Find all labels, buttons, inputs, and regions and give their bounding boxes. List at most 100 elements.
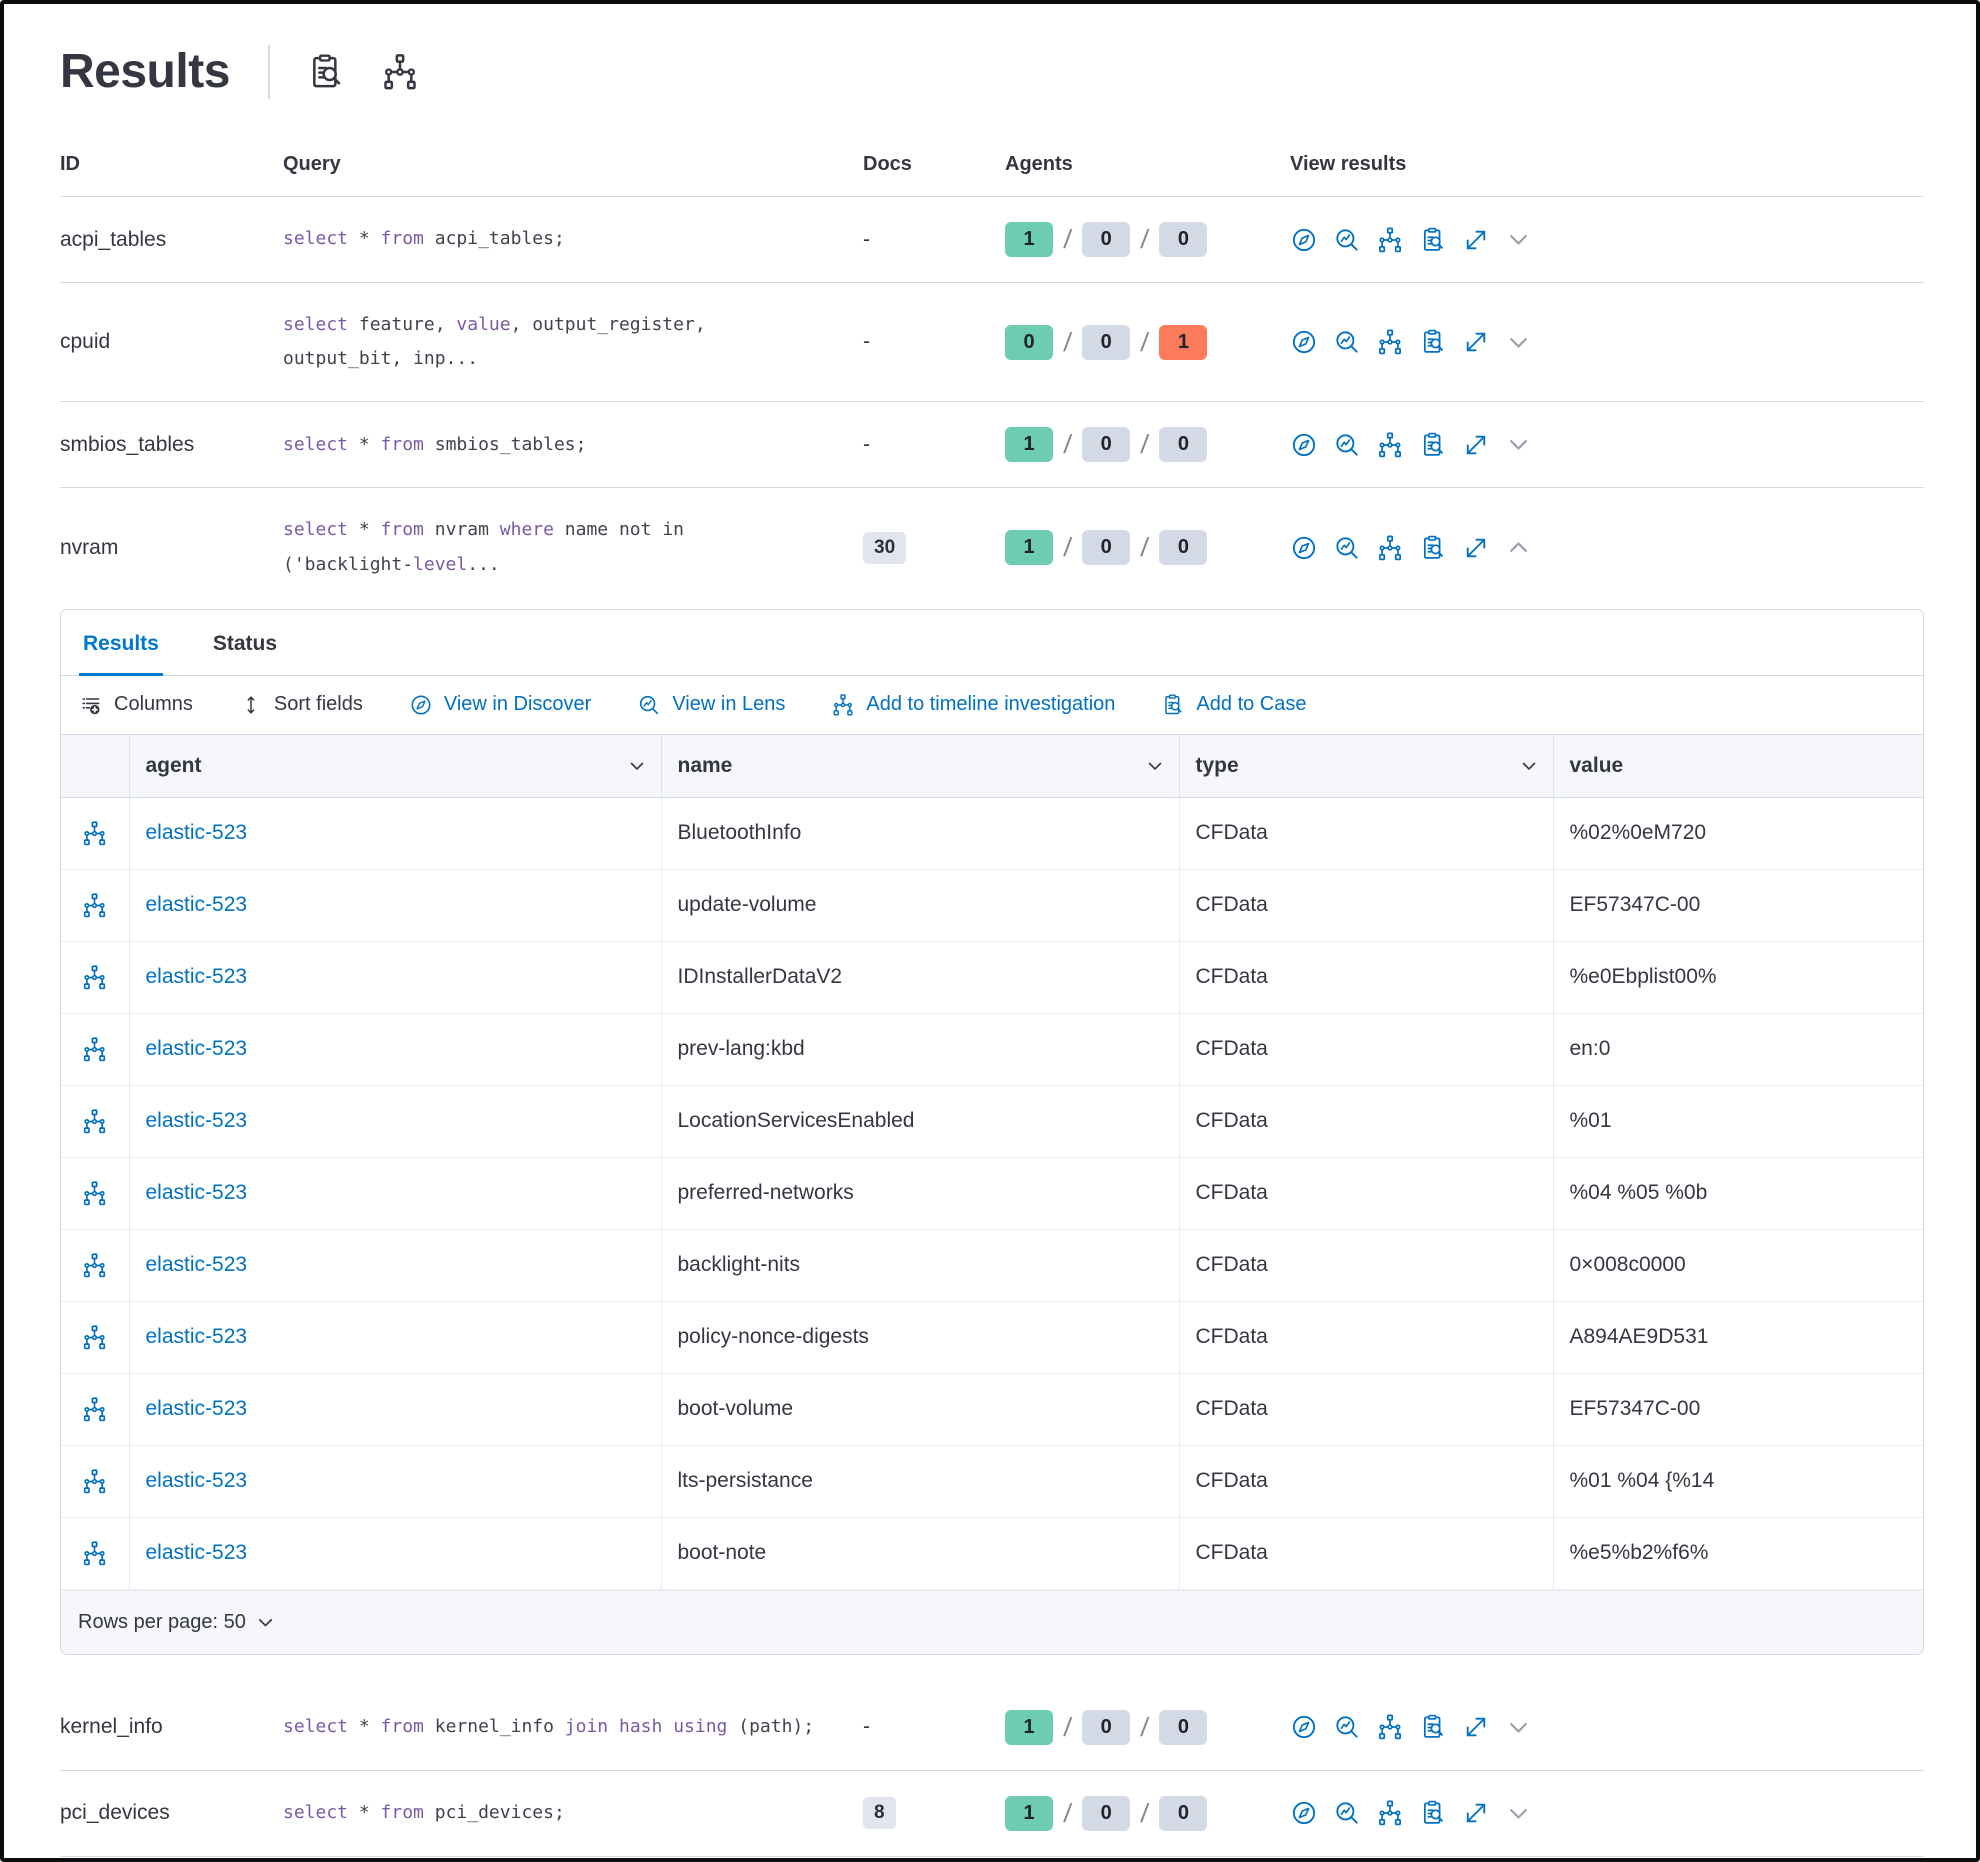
view-results-actions	[1290, 1713, 1924, 1741]
row-expand-chevron-down-icon[interactable]	[1505, 329, 1532, 356]
add-row-to-timeline-icon[interactable]	[81, 1396, 108, 1423]
expand-icon[interactable]	[1462, 534, 1490, 562]
row-expand-chevron-down-icon[interactable]	[1505, 226, 1532, 253]
add-to-timeline-label: Add to timeline investigation	[866, 693, 1116, 716]
add-row-to-timeline-icon[interactable]	[81, 1180, 108, 1207]
query-row-pci-devices: pci_devices select * from pci_devices; 8…	[60, 1770, 1924, 1857]
expand-icon[interactable]	[1462, 226, 1490, 254]
tab-status[interactable]: Status	[212, 631, 278, 655]
add-row-to-timeline-icon[interactable]	[81, 1540, 108, 1567]
agents-status-badges: 0 / 0 / 1	[1005, 324, 1290, 360]
grid-header-name[interactable]: name	[661, 734, 1180, 798]
expand-icon[interactable]	[1462, 328, 1490, 356]
add-to-timeline-icon[interactable]	[1376, 534, 1404, 562]
view-in-discover-icon[interactable]	[1290, 226, 1318, 254]
column-menu-chevron-icon[interactable]	[1145, 756, 1165, 776]
badge-separator: /	[1139, 429, 1151, 460]
add-to-case-icon[interactable]	[1419, 431, 1447, 459]
add-to-timeline-icon[interactable]	[1376, 1799, 1404, 1827]
add-to-case-icon[interactable]	[1419, 226, 1447, 254]
view-in-lens-icon[interactable]	[1333, 1799, 1361, 1827]
view-in-lens-icon[interactable]	[1333, 534, 1361, 562]
cell-value: EF57347C-00	[1553, 1373, 1923, 1446]
badge-separator: /	[1062, 326, 1073, 357]
agent-link[interactable]: elastic-523	[145, 1469, 248, 1493]
view-in-lens-icon[interactable]	[1333, 1713, 1361, 1741]
agent-link[interactable]: elastic-523	[145, 1541, 248, 1565]
cell-type: CFData	[1179, 1517, 1554, 1590]
add-row-to-timeline-icon[interactable]	[81, 1468, 108, 1495]
add-to-timeline-icon[interactable]	[1376, 328, 1404, 356]
query-row-cpuid: cpuid select feature, value, output_regi…	[60, 282, 1924, 403]
tab-results[interactable]: Results	[79, 610, 163, 676]
column-menu-chevron-icon[interactable]	[627, 756, 647, 776]
view-in-lens-button[interactable]: View in Lens	[637, 693, 785, 717]
query-id: kernel_info	[60, 1684, 283, 1771]
rows-per-page-button[interactable]: Rows per page: 50	[78, 1611, 276, 1634]
column-menu-chevron-icon[interactable]	[1519, 756, 1539, 776]
row-expand-chevron-down-icon[interactable]	[1505, 1800, 1532, 1827]
agent-link[interactable]: elastic-523	[145, 1181, 248, 1205]
view-in-discover-button[interactable]: View in Discover	[409, 693, 591, 717]
add-to-case-button[interactable]: Add to Case	[1161, 693, 1307, 717]
expand-icon[interactable]	[1462, 1713, 1490, 1741]
expand-icon[interactable]	[1462, 1799, 1490, 1827]
agent-link[interactable]: elastic-523	[145, 965, 248, 989]
agent-count-badge-success: 1	[1005, 1709, 1053, 1745]
cell-value: EF57347C-00	[1553, 869, 1923, 942]
view-in-lens-icon[interactable]	[1333, 328, 1361, 356]
row-expand-chevron-down-icon[interactable]	[1505, 1714, 1532, 1741]
inspect-clipboard-icon[interactable]	[306, 52, 346, 92]
view-in-discover-icon[interactable]	[1290, 328, 1318, 356]
columns-button[interactable]: Columns	[79, 693, 193, 717]
grid-header-value[interactable]: value	[1553, 734, 1923, 798]
add-to-case-icon[interactable]	[1419, 1799, 1447, 1827]
add-row-to-timeline-icon[interactable]	[81, 1036, 108, 1063]
add-row-to-timeline-icon[interactable]	[81, 964, 108, 991]
query-row-smbios-tables: smbios_tables select * from smbios_table…	[60, 401, 1924, 489]
agent-link[interactable]: elastic-523	[145, 1325, 248, 1349]
agent-link[interactable]: elastic-523	[145, 1109, 248, 1133]
view-in-discover-icon[interactable]	[1290, 1713, 1318, 1741]
view-in-discover-icon[interactable]	[1290, 431, 1318, 459]
add-row-to-timeline-icon[interactable]	[81, 892, 108, 919]
agent-link[interactable]: elastic-523	[145, 821, 248, 845]
add-row-to-timeline-icon[interactable]	[81, 1324, 108, 1351]
agent-link[interactable]: elastic-523	[145, 893, 248, 917]
view-in-lens-icon[interactable]	[1333, 431, 1361, 459]
add-to-case-icon[interactable]	[1419, 328, 1447, 356]
add-to-case-icon[interactable]	[1419, 534, 1447, 562]
agent-link[interactable]: elastic-523	[145, 1253, 248, 1277]
cell-type: CFData	[1179, 1445, 1554, 1518]
query-row-acpi-tables: acpi_tables select * from acpi_tables; -…	[60, 196, 1924, 283]
add-to-case-icon[interactable]	[1419, 1713, 1447, 1741]
agent-count-badge-success: 1	[1005, 222, 1053, 257]
query-sql: select feature, value, output_register, o…	[283, 314, 706, 370]
add-row-to-timeline-icon[interactable]	[81, 820, 108, 847]
timeline-sitemap-icon[interactable]	[380, 52, 420, 92]
sort-fields-button[interactable]: Sort fields	[239, 693, 363, 717]
add-row-to-timeline-icon[interactable]	[81, 1252, 108, 1279]
view-in-discover-icon[interactable]	[1290, 1799, 1318, 1827]
add-to-timeline-icon[interactable]	[1376, 431, 1404, 459]
add-row-to-timeline-icon[interactable]	[81, 1108, 108, 1135]
grid-header-type-label: type	[1195, 753, 1239, 777]
view-in-discover-icon[interactable]	[1290, 534, 1318, 562]
add-to-timeline-icon[interactable]	[1376, 1713, 1404, 1741]
add-to-timeline-icon[interactable]	[1376, 226, 1404, 254]
grid-header-value-label: value	[1569, 753, 1624, 777]
add-to-timeline-button[interactable]: Add to timeline investigation	[831, 693, 1115, 717]
grid-header-type[interactable]: type	[1179, 734, 1554, 798]
timeline-sitemap-icon	[831, 693, 855, 717]
view-in-lens-icon[interactable]	[1333, 226, 1361, 254]
badge-separator: /	[1139, 1711, 1151, 1742]
agent-link[interactable]: elastic-523	[145, 1037, 248, 1061]
row-expand-chevron-down-icon[interactable]	[1505, 431, 1532, 458]
agent-link[interactable]: elastic-523	[145, 1397, 248, 1421]
badge-separator: /	[1062, 532, 1073, 563]
row-collapse-chevron-up-icon[interactable]	[1505, 534, 1532, 561]
agent-count-badge-neutral: 0	[1159, 1795, 1208, 1831]
grid-header-agent[interactable]: agent	[129, 734, 662, 798]
expand-icon[interactable]	[1462, 431, 1490, 459]
rows-per-page-label: Rows per page: 50	[78, 1610, 246, 1633]
